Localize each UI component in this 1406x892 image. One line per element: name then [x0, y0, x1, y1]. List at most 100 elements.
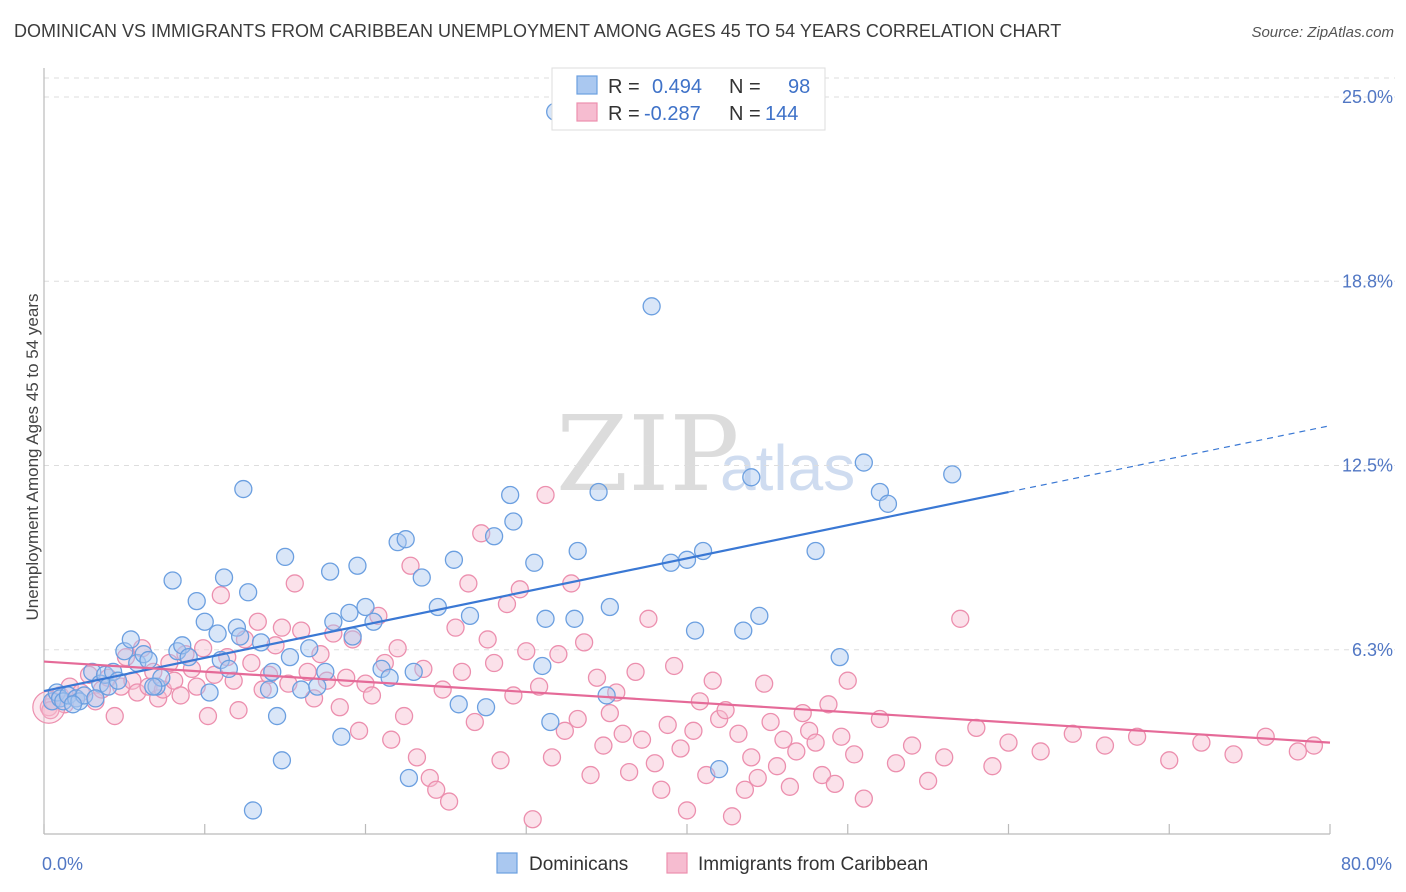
data-point — [239, 583, 258, 602]
data-point — [173, 636, 192, 655]
data-point — [533, 656, 552, 676]
data-point — [356, 597, 375, 617]
data-point — [332, 727, 351, 746]
data-point — [412, 568, 431, 587]
y-tick-label: 18.8% — [1342, 271, 1393, 291]
data-point — [439, 792, 459, 811]
data-point — [1063, 724, 1082, 743]
data-point — [272, 751, 292, 770]
data-point — [780, 777, 800, 796]
data-point — [198, 706, 218, 726]
data-point — [449, 695, 468, 714]
data-point — [729, 724, 748, 743]
data-point — [677, 801, 697, 820]
legend-n-label-blue: N = — [729, 76, 761, 98]
data-point — [248, 612, 267, 631]
data-point — [755, 674, 774, 693]
data-point — [587, 668, 607, 687]
y-tick-label: 25.0% — [1342, 87, 1393, 107]
data-point — [243, 801, 263, 820]
data-point — [549, 645, 568, 664]
data-point — [105, 706, 124, 726]
data-point — [716, 701, 735, 720]
data-point — [626, 662, 645, 682]
data-point — [735, 780, 755, 799]
bottom-legend-swatch-caribbean — [666, 852, 688, 874]
data-point — [478, 630, 497, 649]
data-point — [388, 639, 407, 658]
data-point — [1031, 742, 1050, 761]
data-point — [285, 574, 304, 593]
data-point — [163, 571, 182, 590]
stats-legend: R = 0.494 N = 98 R = -0.287 N = 144 — [551, 67, 826, 131]
legend-r-label-pink: R = — [608, 103, 640, 125]
x-tick-label-min: 0.0% — [42, 854, 83, 874]
trend-line-dominicans-extension — [1008, 425, 1331, 493]
data-point — [902, 736, 922, 755]
data-point — [1127, 727, 1147, 746]
y-tick-labels: 6.3% 12.5% 18.8% 25.0% — [1342, 87, 1393, 660]
data-point — [501, 485, 520, 505]
data-point — [1160, 751, 1179, 770]
data-point — [193, 639, 213, 658]
data-point — [446, 618, 465, 637]
data-point — [918, 771, 938, 791]
data-point — [1095, 736, 1115, 755]
data-point — [491, 751, 510, 770]
data-point — [214, 568, 234, 587]
data-point — [594, 736, 613, 755]
x-tick-marks — [43, 824, 1331, 834]
legend-r-label-blue: R = — [608, 76, 640, 98]
data-point — [219, 659, 239, 679]
data-point — [460, 606, 480, 625]
data-point — [568, 541, 587, 561]
data-point — [838, 671, 857, 690]
data-point — [854, 789, 873, 808]
data-point — [428, 597, 447, 617]
data-point — [444, 550, 464, 569]
data-point — [886, 754, 906, 773]
data-point — [195, 612, 214, 631]
data-point — [187, 591, 206, 611]
data-point — [510, 580, 529, 599]
data-point — [600, 597, 619, 617]
data-point — [589, 482, 608, 502]
data-point — [139, 650, 158, 670]
data-point — [529, 677, 549, 696]
data-point — [343, 627, 362, 646]
data-point — [427, 780, 446, 799]
data-point — [536, 485, 555, 505]
data-point — [337, 668, 356, 687]
data-point — [685, 621, 705, 640]
trend-line-dominicans — [43, 490, 1009, 693]
data-point — [710, 759, 729, 779]
data-point — [639, 609, 658, 628]
data-point — [134, 645, 153, 664]
data-point — [742, 468, 761, 487]
data-point — [476, 698, 496, 717]
data-point — [684, 721, 703, 740]
data-point — [1304, 736, 1324, 755]
data-point — [128, 683, 147, 702]
data-point — [465, 712, 484, 732]
data-point — [121, 630, 140, 649]
data-point — [734, 621, 753, 640]
data-point — [298, 662, 317, 682]
data-point — [272, 618, 292, 637]
series-legend: Dominicans Immigrants from Caribbean — [496, 852, 928, 875]
data-point — [581, 765, 600, 785]
data-point — [565, 609, 584, 628]
data-point — [722, 807, 742, 826]
data-point — [349, 721, 369, 740]
watermark-zip: ZIP — [556, 393, 739, 515]
data-point — [484, 527, 504, 546]
data-point — [1192, 733, 1211, 752]
data-point — [324, 612, 343, 631]
data-point — [362, 686, 382, 705]
data-point — [399, 768, 419, 788]
data-point — [348, 556, 367, 575]
data-point — [943, 465, 962, 484]
data-point — [761, 712, 780, 732]
data-point — [242, 653, 261, 673]
data-point — [356, 674, 375, 693]
